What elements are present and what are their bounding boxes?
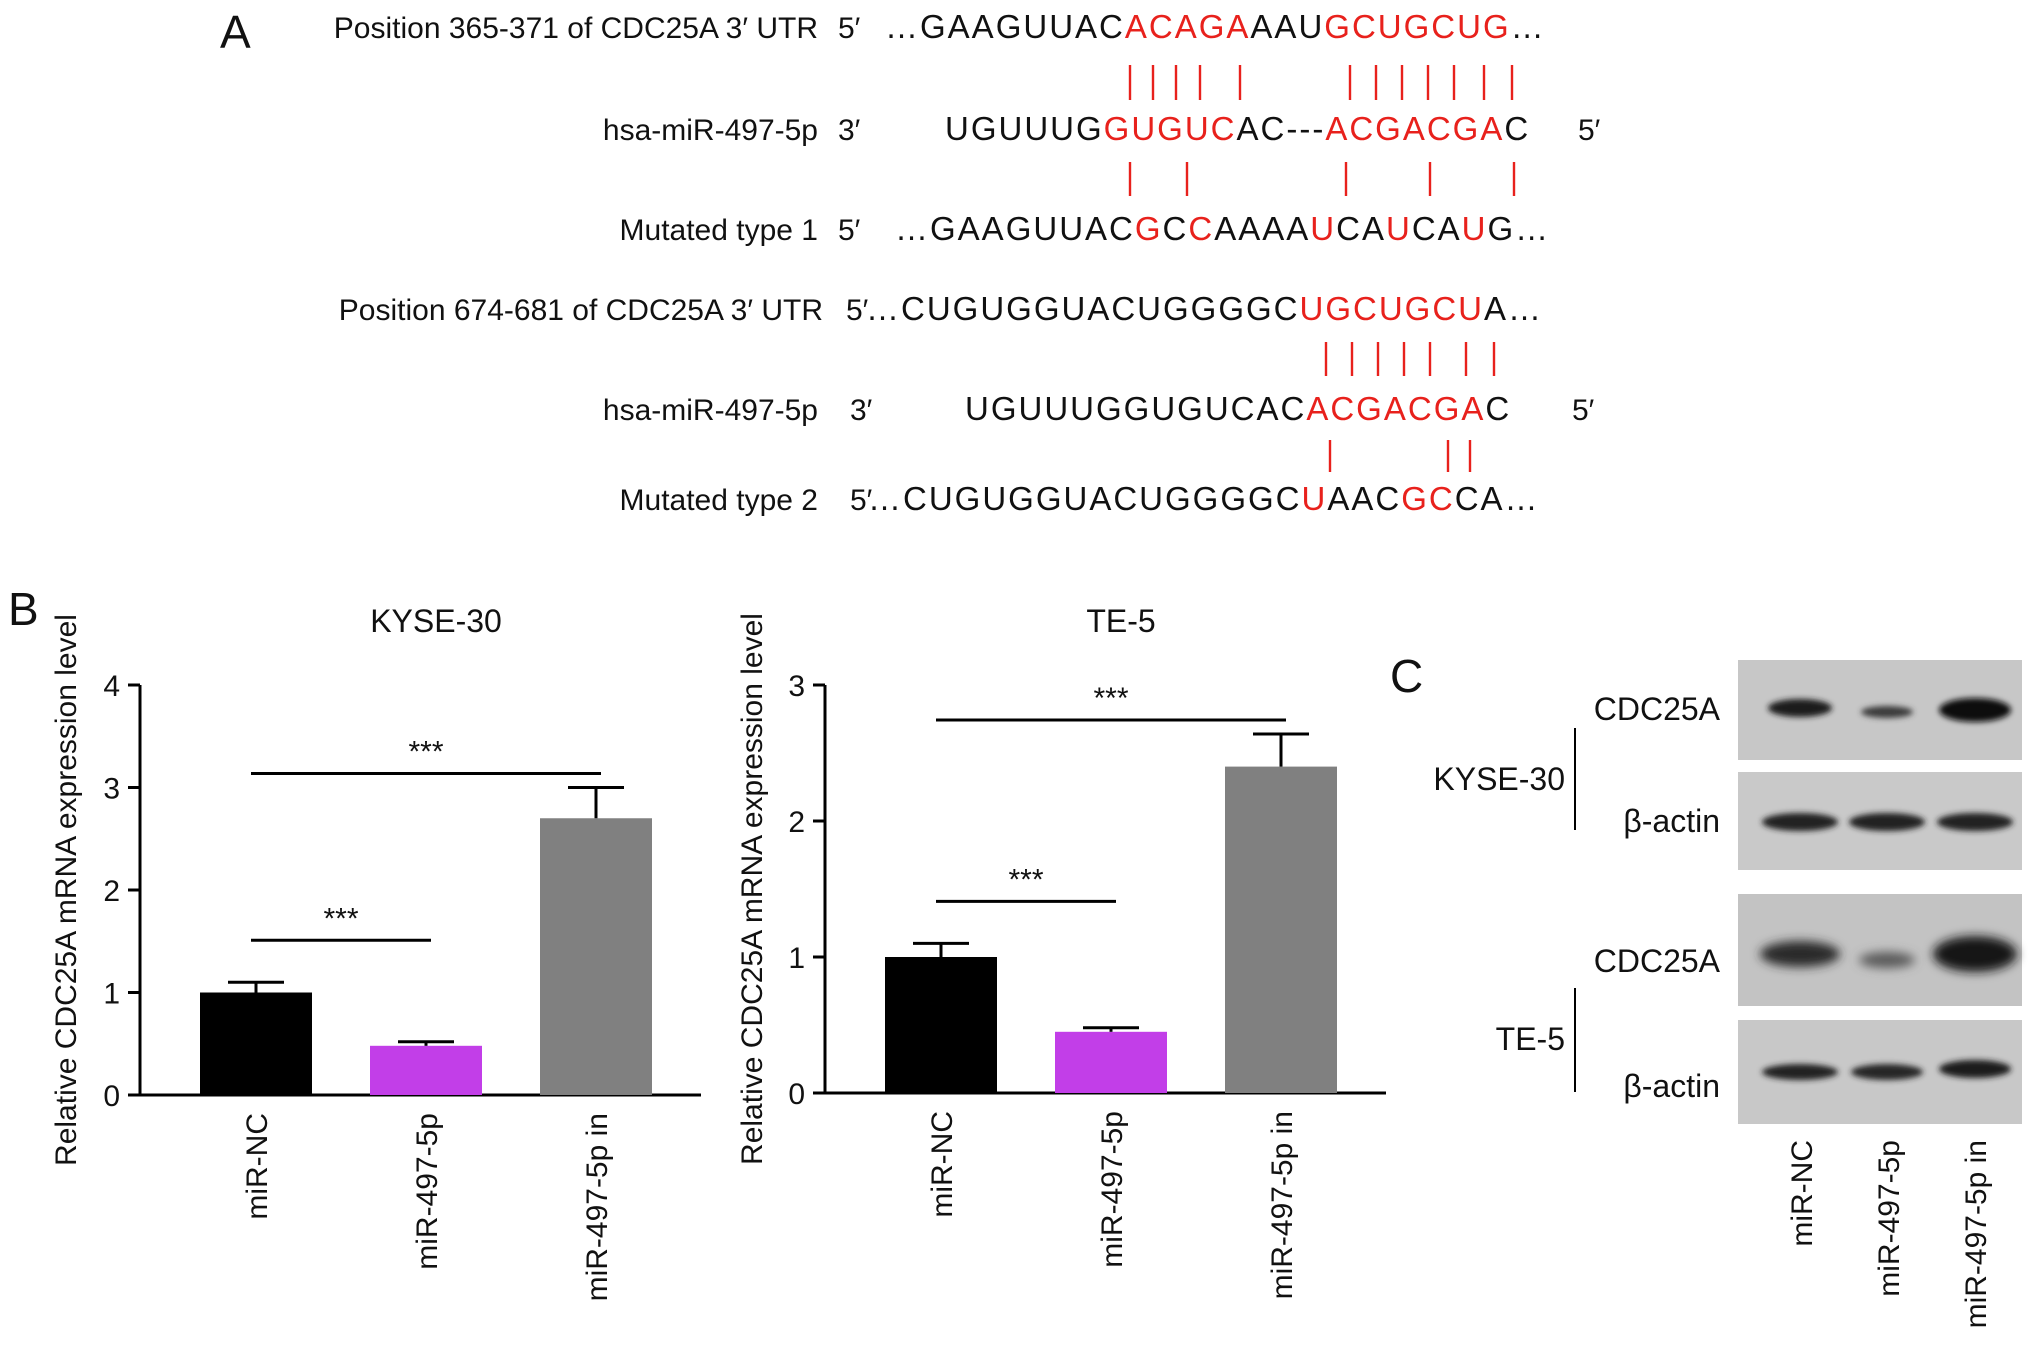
site2-mut-label: Mutated type 2 bbox=[620, 484, 818, 517]
lane-label-1: miR-NC bbox=[1786, 1140, 1819, 1247]
kyse30-label: KYSE-30 bbox=[1433, 761, 1565, 797]
blot-te5-actin bbox=[1738, 1020, 2022, 1124]
site2-utr-5prime: 5′ bbox=[846, 294, 869, 327]
site2-mir-sequence: UGUUUGGUGUCACACGACGAC bbox=[965, 390, 1511, 427]
kyse30-cdc25a-label: CDC25A bbox=[1594, 691, 1721, 727]
x-tick-label: miR-497-5p bbox=[1096, 1111, 1129, 1268]
site2-utr-sequence: …CUGUGGUACUGGGGCUGCUGCUA… bbox=[866, 290, 1543, 327]
bar bbox=[200, 992, 312, 1095]
kyse30-actin-label: β-actin bbox=[1623, 803, 1720, 839]
bar bbox=[370, 1045, 482, 1095]
chart-kyse30: KYSE-30 Relative CDC25A mRNA expression l… bbox=[50, 603, 701, 1301]
site1-mut-5prime: 5′ bbox=[838, 214, 861, 247]
blot-kyse30-actin bbox=[1738, 772, 2022, 870]
lane-label-3: miR-497-5p in bbox=[1960, 1140, 1993, 1328]
significance-label: *** bbox=[323, 902, 358, 935]
y-tick-label: 2 bbox=[103, 875, 120, 908]
x-tick-label: miR-497-5p in bbox=[581, 1113, 614, 1301]
site1-mir-sequence: UGUUUGGUGUCAC---ACGACGAC bbox=[945, 110, 1530, 147]
site1-utr-sequence: …GAAGUUACACAGAAAUGCUGCUG… bbox=[885, 8, 1546, 45]
blot-te5-cdc25a bbox=[1738, 894, 2022, 1006]
y-tick-label: 3 bbox=[788, 670, 805, 703]
site2-mir-label: hsa-miR-497-5p bbox=[603, 394, 818, 427]
site1-mir-3prime: 3′ bbox=[838, 114, 861, 147]
site1-label: Position 365-371 of CDC25A 3′ UTR bbox=[334, 12, 818, 45]
x-tick-label: miR-NC bbox=[241, 1113, 274, 1220]
site1-mut-sequence: …GAAGUUACGCCAAAAUCAUCAUG… bbox=[895, 210, 1550, 247]
y-axis-label: Relative CDC25A mRNA expression level bbox=[736, 613, 769, 1165]
blot-kyse30-cdc25a bbox=[1738, 660, 2022, 760]
lane-label-2: miR-497-5p bbox=[1873, 1140, 1906, 1297]
y-tick-label: 1 bbox=[103, 978, 120, 1011]
site2-mir-3prime: 3′ bbox=[850, 394, 873, 427]
panel-b-letter: B bbox=[8, 583, 39, 635]
x-tick-label: miR-497-5p in bbox=[1266, 1111, 1299, 1299]
site1-mir-label: hsa-miR-497-5p bbox=[603, 114, 818, 147]
site2-lower-pairing bbox=[1328, 440, 1472, 472]
site2-label: Position 674-681 of CDC25A 3′ UTR bbox=[339, 294, 823, 327]
panel-c-letter: C bbox=[1390, 650, 1423, 702]
bar bbox=[885, 957, 997, 1093]
bar bbox=[1225, 766, 1337, 1093]
x-tick-label: miR-NC bbox=[926, 1111, 959, 1218]
site1-mir-5prime: 5′ bbox=[1578, 114, 1601, 147]
y-tick-label: 3 bbox=[103, 773, 120, 806]
panel-b: B KYSE-30 Relative CDC25A mRNA expression… bbox=[8, 583, 1386, 1301]
site2-mut-5prime: 5′ bbox=[850, 484, 873, 517]
chart-title: TE-5 bbox=[1086, 603, 1155, 639]
site2-upper-pairing bbox=[1324, 342, 1496, 376]
y-tick-label: 0 bbox=[103, 1080, 120, 1113]
panel-a-letter: A bbox=[220, 6, 251, 58]
significance-label: *** bbox=[1008, 863, 1043, 896]
bar bbox=[1055, 1031, 1167, 1093]
panel-c: C CDC25A β-actin CDC25A bbox=[1390, 650, 2022, 1328]
y-tick-label: 2 bbox=[788, 806, 805, 839]
site2-mut-sequence: …CUGUGGUACUGGGGCUAACGCCA… bbox=[868, 480, 1540, 517]
site1-lower-pairing bbox=[1128, 162, 1516, 196]
site2-mir-5prime: 5′ bbox=[1572, 394, 1595, 427]
site1-mut-label: Mutated type 1 bbox=[620, 214, 818, 247]
te5-cdc25a-label: CDC25A bbox=[1594, 943, 1721, 979]
bar bbox=[540, 818, 652, 1095]
te5-actin-label: β-actin bbox=[1623, 1068, 1720, 1104]
site1-upper-pairing bbox=[1128, 65, 1514, 100]
chart-te5: TE-5 Relative CDC25A mRNA expression leve… bbox=[736, 603, 1386, 1299]
y-tick-label: 1 bbox=[788, 942, 805, 975]
significance-label: *** bbox=[408, 736, 443, 769]
y-tick-label: 4 bbox=[103, 670, 120, 703]
significance-label: *** bbox=[1093, 682, 1128, 715]
chart-title: KYSE-30 bbox=[370, 603, 502, 639]
site1-utr-5prime: 5′ bbox=[838, 12, 861, 45]
panel-a: A Position 365-371 of CDC25A 3′ UTR 5′ …… bbox=[220, 6, 1601, 517]
x-tick-label: miR-497-5p bbox=[411, 1113, 444, 1270]
te5-label: TE-5 bbox=[1496, 1021, 1565, 1057]
y-tick-label: 0 bbox=[788, 1078, 805, 1111]
y-axis-label: Relative CDC25A mRNA expression level bbox=[50, 614, 83, 1166]
